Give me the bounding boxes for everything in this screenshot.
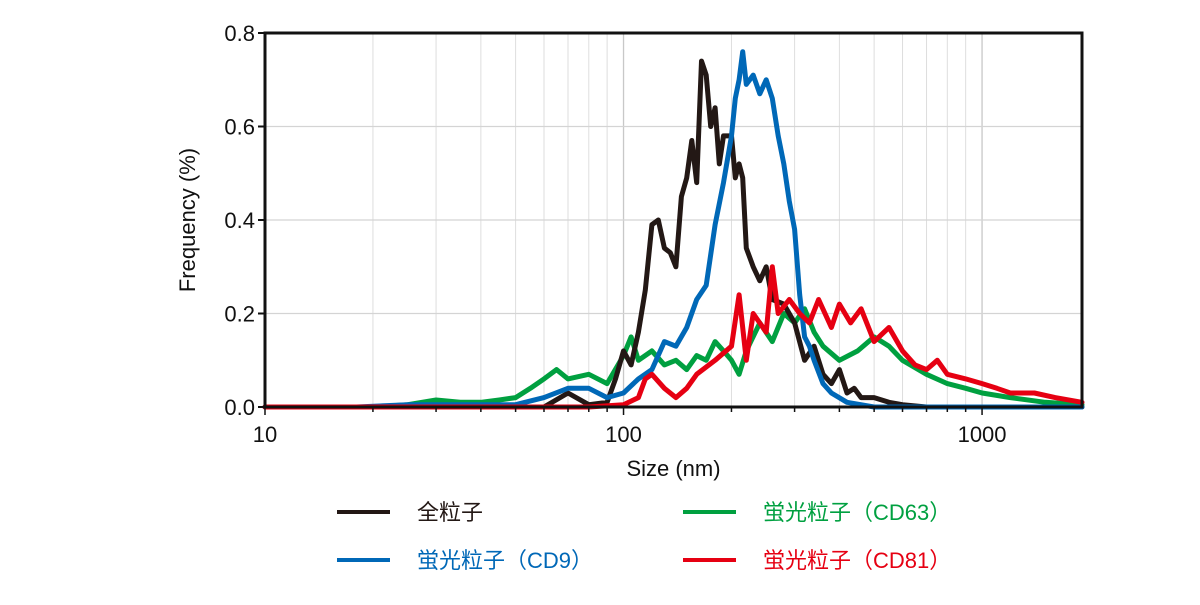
x-tick-label: 10 [253, 422, 277, 447]
y-tick-label: 0.0 [224, 395, 255, 420]
series-line-2 [262, 49, 1085, 410]
y-tick-label: 0.2 [224, 302, 255, 327]
legend-label: 蛍光粒子（CD81） [763, 548, 951, 573]
series-group [262, 49, 1085, 410]
series-line-4 [262, 264, 1085, 410]
y-axis-title: Frequency (%) [175, 148, 200, 292]
y-tick-label: 0.8 [224, 21, 255, 46]
y-tick-label: 0.6 [224, 115, 255, 140]
series-line-3 [262, 306, 1085, 410]
y-axis: 0.0 0.2 0.4 0.6 0.8 [224, 21, 265, 420]
x-tick-label: 100 [605, 422, 642, 447]
series-line-1 [262, 58, 1085, 410]
legend-item: 全粒子 [337, 500, 483, 525]
x-axis: 10 100 1000 [253, 407, 1007, 447]
legend-label: 蛍光粒子（CD9） [417, 548, 593, 573]
legend-label: 全粒子 [417, 500, 483, 525]
legend-item: 蛍光粒子（CD81） [683, 548, 951, 573]
legend-item: 蛍光粒子（CD9） [337, 548, 593, 573]
legend-label: 蛍光粒子（CD63） [763, 500, 951, 525]
x-tick-label: 1000 [958, 422, 1007, 447]
y-tick-label: 0.4 [224, 208, 255, 233]
x-axis-title: Size (nm) [626, 456, 720, 481]
legend-item: 蛍光粒子（CD63） [683, 500, 951, 525]
